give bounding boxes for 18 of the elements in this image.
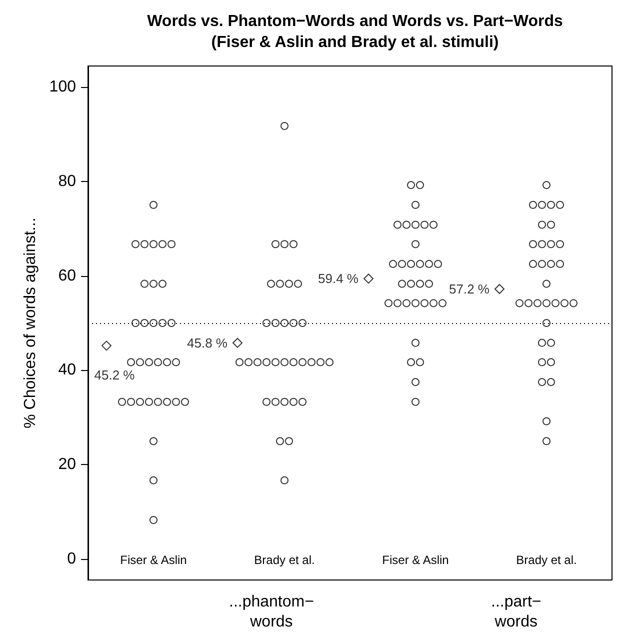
y-tick-label: 40 xyxy=(58,362,76,379)
data-label: 45.2 % xyxy=(94,368,136,383)
y-tick-label: 80 xyxy=(58,172,76,190)
y-tick-label: 60 xyxy=(58,267,76,284)
y-tick-label: 100 xyxy=(49,78,76,96)
chart-title: Words vs. Phantom−Words and Words vs. Part−Words (Fiser & Aslin and Brady et al. stimuli) xyxy=(147,13,563,51)
x-tick-label: Fiser & Aslin xyxy=(382,553,449,567)
data-label: 57.2 % xyxy=(449,281,490,296)
y-tick-label: 0 xyxy=(67,550,76,568)
text: ...phantom− words xyxy=(228,594,314,630)
data-label: 59.4 % xyxy=(318,271,359,286)
y-tick-label: 20 xyxy=(58,456,76,474)
text: ...part− words xyxy=(491,594,542,630)
x-tick-label: Brady et al. xyxy=(516,553,577,567)
data-label: 45.8 % xyxy=(187,335,228,350)
x-tick-label: Fiser & Aslin xyxy=(120,553,187,567)
y-axis-title: % Choices of words against... xyxy=(22,218,39,428)
x-tick-label: Brady et al. xyxy=(254,553,315,567)
